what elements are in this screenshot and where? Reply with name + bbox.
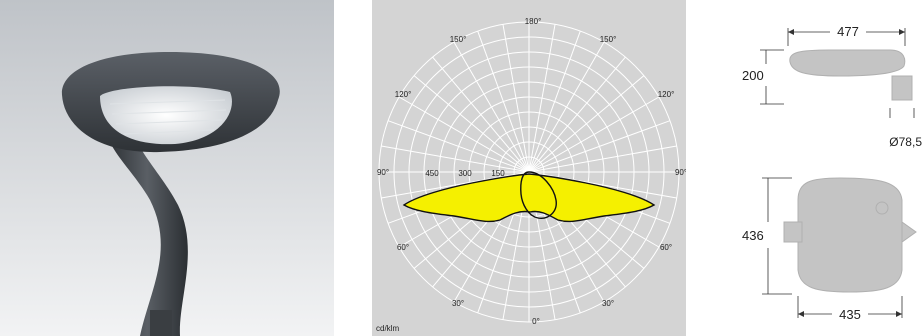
side-view: 477 200 Ø78,5 — [742, 24, 922, 149]
dimension-pole-diameter: Ø78,5 — [889, 135, 922, 149]
polar-grid — [378, 21, 680, 323]
dimension-top-width: 435 — [839, 307, 861, 322]
polar-grid-spoke — [413, 75, 530, 173]
polar-grid-spoke — [453, 41, 530, 173]
angle-label-150-right: 150° — [600, 35, 617, 44]
top-view: 436 435 — [742, 177, 917, 322]
polar-grid-spoke — [528, 171, 677, 199]
polar-light-distribution-diagram: 180° 150° 150° 120° 120° 90° 90° 60° 60°… — [372, 0, 686, 336]
top-view-body — [797, 177, 903, 293]
product-photo — [0, 0, 334, 336]
polar-grid-spoke — [528, 96, 660, 173]
dimension-drawing-svg: 477 200 Ø78,5 436 — [742, 24, 922, 322]
side-view-body — [789, 49, 906, 77]
polar-chart: 180° 150° 150° 120° 120° 90° 90° 60° 60°… — [372, 0, 686, 336]
polar-grid-spoke — [502, 24, 530, 173]
unit-label: cd/klm — [376, 324, 399, 333]
polar-grid-spoke — [528, 41, 605, 173]
angle-label-60-left: 60° — [397, 243, 409, 252]
radial-label-450: 450 — [425, 169, 439, 178]
polar-grid-spoke — [381, 145, 530, 173]
angle-label-30-right: 30° — [602, 299, 614, 308]
angle-label-0: 0° — [532, 317, 540, 326]
intensity-curve-c0 — [402, 173, 656, 223]
polar-grid-spoke — [528, 145, 677, 173]
radial-label-300: 300 — [458, 169, 472, 178]
angle-label-120-left: 120° — [395, 90, 412, 99]
intensity-curve-c90 — [520, 171, 557, 219]
dimension-side-width: 477 — [837, 24, 859, 39]
angle-label-90-left: 90° — [377, 168, 389, 177]
polar-grid-spoke — [528, 75, 645, 173]
dimension-top-height: 436 — [742, 228, 764, 243]
polar-grid-spoke — [528, 120, 671, 173]
polar-grid-spoke — [381, 171, 530, 199]
angle-label-150-left: 150° — [450, 35, 467, 44]
top-view-arrow — [901, 221, 917, 243]
lamp-pole — [106, 115, 188, 336]
polar-grid-spoke — [528, 24, 556, 173]
angle-label-30-left: 30° — [452, 299, 464, 308]
street-lamp-photo — [0, 0, 334, 336]
polar-grid-spoke — [528, 30, 581, 173]
angle-label-60-right: 60° — [660, 243, 672, 252]
dimension-side-height: 200 — [742, 68, 764, 83]
dimension-drawings: 477 200 Ø78,5 436 — [740, 0, 924, 336]
side-view-mount — [891, 75, 913, 101]
radial-label-150: 150 — [491, 169, 505, 178]
polar-grid-spoke — [528, 56, 626, 173]
top-view-connector — [783, 221, 803, 243]
angle-label-180: 180° — [525, 17, 542, 26]
polar-grid-spoke — [398, 96, 530, 173]
polar-grid-spoke — [387, 120, 530, 173]
angle-label-90-right: 90° — [675, 168, 686, 177]
polar-grid-spoke — [432, 56, 530, 173]
angle-label-120-right: 120° — [658, 90, 675, 99]
polar-grid-spoke — [477, 30, 530, 173]
